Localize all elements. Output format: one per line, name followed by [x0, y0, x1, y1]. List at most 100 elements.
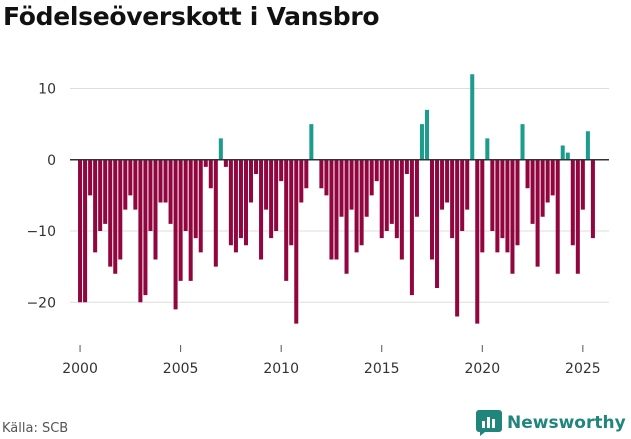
bar — [243, 159, 248, 246]
bar — [279, 159, 284, 182]
bar — [590, 159, 595, 239]
bar — [540, 159, 545, 217]
bar — [379, 159, 384, 239]
bar — [108, 159, 113, 267]
bar — [480, 159, 485, 253]
bar — [520, 124, 525, 160]
bar — [93, 159, 98, 253]
x-tick-label: 2025 — [565, 361, 601, 377]
bar — [545, 159, 550, 203]
bar — [445, 159, 450, 203]
bar — [319, 159, 324, 189]
bar — [78, 159, 83, 303]
bar — [460, 159, 465, 231]
bar — [394, 159, 399, 239]
bar — [153, 159, 158, 260]
bar — [505, 159, 510, 253]
bar — [274, 159, 279, 231]
x-axis: 2000 2005 2010 2015 2020 2025 — [62, 345, 601, 377]
bar — [188, 159, 193, 281]
source-note: Källa: SCB — [2, 421, 69, 436]
bar — [424, 109, 429, 160]
bar — [254, 159, 259, 174]
bar — [560, 145, 565, 160]
bar — [374, 159, 379, 182]
bar — [580, 159, 585, 210]
bar — [349, 159, 354, 210]
bar — [440, 159, 445, 210]
bar — [585, 131, 590, 160]
bar — [535, 159, 540, 267]
bar — [414, 159, 419, 217]
bar — [409, 159, 414, 296]
bar — [83, 159, 88, 303]
bar — [299, 159, 304, 203]
bar — [465, 159, 470, 210]
bar — [339, 159, 344, 217]
bar — [223, 159, 228, 167]
y-tick-label: −20 — [26, 295, 56, 311]
bar — [354, 159, 359, 253]
bar — [218, 138, 223, 160]
bar — [510, 159, 515, 274]
bar — [490, 159, 495, 231]
bar — [359, 159, 364, 246]
bar — [213, 159, 218, 267]
bar — [264, 159, 269, 210]
brand-logo: Newsworthy — [476, 410, 626, 436]
bar — [168, 159, 173, 224]
bar — [248, 159, 254, 203]
bar — [470, 74, 475, 160]
chart-title: Födelseöverskott i Vansbro — [3, 2, 380, 31]
bar — [450, 159, 455, 239]
bar — [430, 159, 435, 260]
bar — [309, 124, 314, 160]
bar — [435, 159, 440, 288]
bar — [495, 159, 500, 253]
bar — [203, 159, 208, 167]
bar — [304, 159, 309, 189]
bar — [329, 159, 334, 260]
y-axis: 10 0 −10 −20 — [26, 82, 56, 312]
bar — [294, 159, 299, 324]
bar — [259, 159, 264, 260]
bar — [133, 159, 138, 210]
bar — [369, 159, 374, 196]
x-tick-label: 2005 — [163, 361, 199, 377]
bar — [515, 159, 520, 246]
bar — [118, 159, 123, 260]
bar — [364, 159, 369, 217]
bar — [575, 159, 580, 274]
bar — [113, 159, 118, 274]
y-tick-label: 10 — [38, 82, 56, 98]
bar — [475, 159, 480, 324]
bar — [123, 159, 128, 210]
bar — [455, 159, 460, 317]
x-tick-label: 2020 — [464, 361, 500, 377]
bars — [78, 74, 595, 324]
newsworthy-icon — [476, 410, 502, 436]
bar — [419, 124, 424, 160]
bar — [284, 159, 289, 281]
x-tick-label: 2010 — [263, 361, 299, 377]
bar — [98, 159, 103, 231]
x-tick-label: 2015 — [364, 361, 400, 377]
bar — [228, 159, 233, 246]
y-tick-label: 0 — [47, 153, 56, 169]
bar — [384, 159, 389, 231]
bar — [289, 159, 294, 246]
bar — [103, 159, 108, 224]
bar — [233, 159, 238, 253]
bar — [238, 159, 243, 239]
bar — [404, 159, 409, 174]
bar — [269, 159, 274, 239]
bar — [500, 159, 505, 239]
bar — [485, 138, 490, 160]
bar — [198, 159, 203, 253]
bar — [128, 159, 133, 196]
bar — [138, 159, 143, 303]
bar — [525, 159, 530, 189]
bar — [158, 159, 163, 203]
x-tick-label: 2000 — [62, 361, 98, 377]
